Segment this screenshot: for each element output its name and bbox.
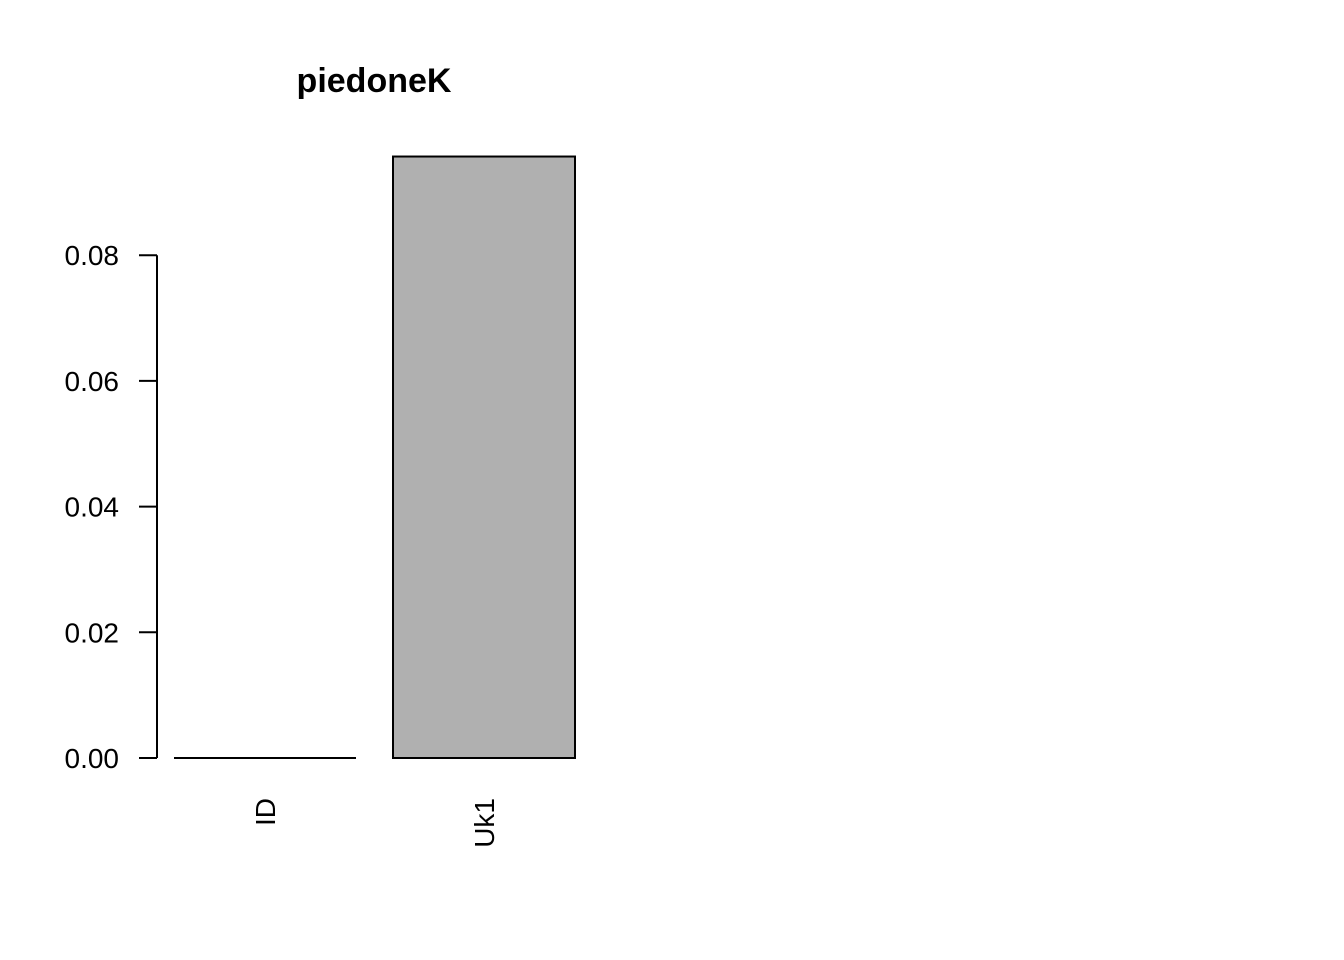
y-tick-label: 0.00 [65, 743, 120, 774]
y-tick-label: 0.06 [65, 366, 120, 397]
y-tick-label: 0.04 [65, 492, 120, 523]
y-tick-label: 0.08 [65, 240, 120, 271]
category-label: Uk1 [469, 798, 500, 848]
y-axis: 0.00 0.02 0.04 0.06 0.08 [65, 240, 158, 774]
bar [392, 155, 576, 759]
y-tick-label: 0.02 [65, 617, 120, 648]
chart-title: piedoneK [297, 62, 452, 100]
category-labels: ID Uk1 [250, 798, 500, 848]
category-label: ID [250, 798, 281, 826]
bars [174, 155, 576, 759]
